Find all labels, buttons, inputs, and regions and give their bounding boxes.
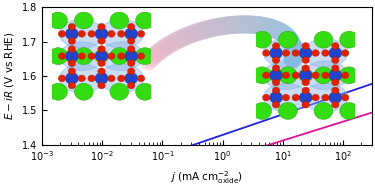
X-axis label: $j$ (mA cm$^{-2}_\mathrm{oxide}$): $j$ (mA cm$^{-2}_\mathrm{oxide}$) bbox=[170, 169, 243, 186]
Y-axis label: $E - iR$ (V vs RHE): $E - iR$ (V vs RHE) bbox=[3, 32, 16, 120]
